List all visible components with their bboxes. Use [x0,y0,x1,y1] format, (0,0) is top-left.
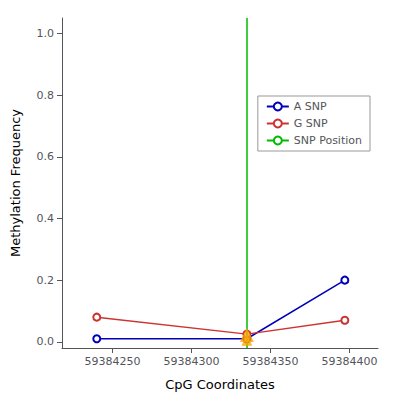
svg-text:0.4: 0.4 [37,212,55,225]
svg-text:0.8: 0.8 [37,89,55,102]
svg-text:59384250: 59384250 [85,355,141,368]
svg-text:0.0: 0.0 [37,335,55,348]
svg-text:0.2: 0.2 [37,274,55,287]
svg-text:G SNP: G SNP [294,117,328,130]
svg-text:59384350: 59384350 [243,355,299,368]
svg-text:0.6: 0.6 [37,150,55,163]
svg-text:A SNP: A SNP [294,100,327,113]
svg-text:59384300: 59384300 [164,355,220,368]
svg-text:SNP Position: SNP Position [294,134,362,147]
svg-text:Methylation Frequency: Methylation Frequency [8,109,23,257]
svg-text:1.0: 1.0 [37,27,55,40]
svg-text:59384400: 59384400 [322,355,378,368]
svg-text:CpG Coordinates: CpG Coordinates [165,377,275,392]
